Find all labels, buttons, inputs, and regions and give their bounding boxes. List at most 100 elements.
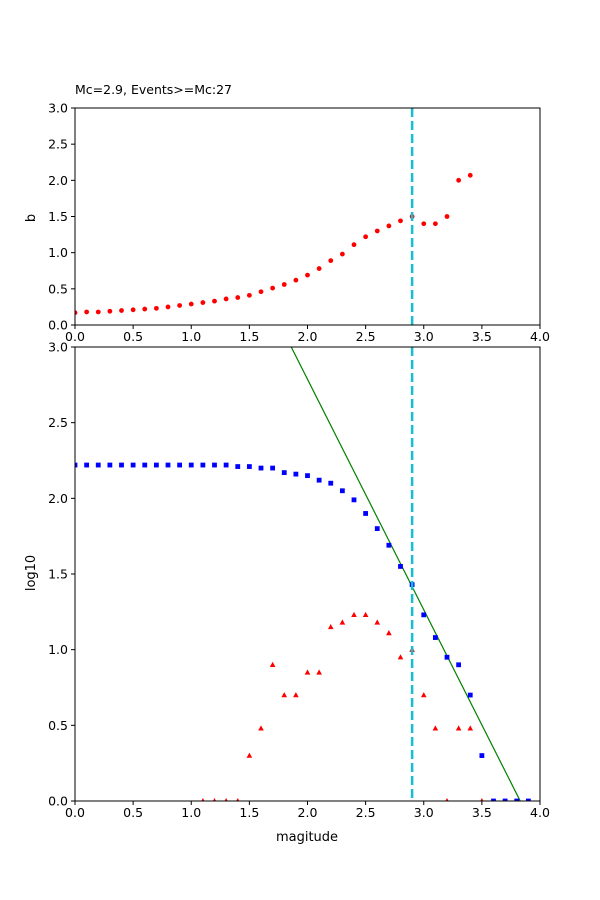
top-y-tick-label: 1.0 — [48, 245, 68, 260]
bottom-triangle-point — [374, 619, 381, 625]
bottom-triangle-point — [397, 654, 404, 660]
bottom-y-tick-label: 0.5 — [48, 718, 68, 733]
bottom-square-point — [421, 612, 427, 618]
top-point — [165, 304, 171, 310]
top-x-tick-label: 3.0 — [414, 329, 434, 344]
bottom-y-tick-label: 0.0 — [48, 794, 68, 809]
top-point — [258, 289, 264, 295]
bottom-triangle-point — [293, 692, 299, 698]
bottom-x-axis-label: magitude — [276, 830, 338, 845]
bottom-x-tick-label: 1.0 — [181, 805, 201, 820]
bottom-triangle-point — [316, 669, 322, 675]
top-x-tick-label: 2.0 — [298, 329, 318, 344]
bottom-triangle-point — [304, 669, 311, 675]
bottom-y-tick-label: 1.5 — [48, 567, 68, 582]
bottom-triangle-point — [327, 623, 334, 630]
top-point — [339, 251, 345, 257]
top-point — [107, 308, 113, 314]
bottom-triangle-point — [455, 725, 462, 731]
bottom-triangle-point — [224, 798, 228, 801]
bottom-triangle-point — [212, 798, 217, 801]
top-point — [75, 310, 78, 316]
top-point — [95, 309, 101, 315]
top-y-tick-label: 3.0 — [48, 101, 68, 116]
bottom-triangle-point — [258, 725, 264, 731]
top-point — [223, 296, 229, 302]
log10-panel: 0.0 0.5 1.0 1.5 2.0 2.5 3.0 3.5 4.0 0.0 0.5 1.0 1.5 2… — [24, 340, 550, 846]
bottom-triangle-point — [339, 619, 346, 625]
top-point — [177, 303, 183, 308]
top-plot-area: 0.0 0.5 1.0 1.5 2.0 2.5 3.0 3.5 4.0 0.0 0.5 1.0 1.5 2… — [48, 101, 550, 345]
top-point — [281, 282, 287, 287]
bottom-triangle-point — [246, 752, 253, 758]
bottom-triangle-point — [362, 611, 369, 618]
bottom-x-tick-label: 2.0 — [298, 805, 318, 820]
bottom-square-point — [95, 462, 101, 468]
bottom-square-point — [246, 464, 252, 469]
bottom-x-tick-label: 0.5 — [123, 805, 143, 820]
bottom-square-point — [316, 477, 322, 483]
bottom-square-point — [130, 462, 136, 468]
bottom-y-axis-label: log10 — [24, 555, 39, 591]
bottom-x-tick-label: 3.5 — [472, 805, 492, 820]
bottom-square-point — [351, 497, 357, 503]
bottom-square-point — [270, 465, 276, 471]
bottom-square-point — [107, 462, 113, 468]
top-point — [305, 272, 310, 278]
top-point — [398, 218, 403, 224]
top-point — [246, 292, 252, 298]
bottom-x-tick-label: 3.0 — [414, 805, 434, 820]
top-point — [200, 300, 206, 305]
bottom-square-point — [386, 542, 392, 548]
top-x-tick-label: 0.0 — [65, 329, 85, 344]
top-point — [119, 308, 124, 313]
top-point — [444, 214, 450, 219]
bottom-square-point — [328, 480, 334, 486]
bottom-square-point — [119, 462, 124, 468]
bottom-data-marks — [75, 347, 531, 801]
bottom-square-point — [281, 470, 287, 476]
bottom-x-tick-label: 1.5 — [239, 805, 259, 820]
top-x-tick-label: 0.5 — [123, 329, 143, 344]
bottom-y-tick-label: 2.5 — [48, 415, 68, 430]
bottom-y-tick-label: 1.0 — [48, 642, 68, 657]
bottom-y-tick-label: 2.0 — [48, 491, 68, 506]
bottom-triangle-point — [201, 798, 205, 801]
bottom-square-point — [142, 462, 148, 468]
top-point — [421, 221, 427, 227]
top-point — [130, 307, 136, 313]
top-point — [363, 234, 369, 240]
bottom-square-point — [444, 654, 450, 660]
top-y-tick-label: 0.5 — [48, 281, 68, 296]
bottom-square-point — [374, 526, 380, 531]
top-y-tick-label: 0.0 — [48, 318, 68, 333]
top-x-tick-label: 1.5 — [239, 329, 259, 344]
top-point — [328, 258, 334, 264]
bottom-square-point — [84, 462, 90, 468]
top-chart-title: Mc=2.9, Events>=Mc:27 — [75, 82, 232, 97]
top-y-tick-label: 1.5 — [48, 209, 68, 224]
bottom-square-point — [200, 462, 206, 468]
bottom-square-point — [456, 662, 462, 668]
top-point — [432, 221, 438, 227]
bottom-plot-area: 0.0 0.5 1.0 1.5 2.0 2.5 3.0 3.5 4.0 0.0 0.5 1.0 1.5 2… — [48, 340, 550, 821]
bottom-square-point — [525, 798, 531, 801]
bottom-square-point — [305, 473, 310, 479]
bottom-triangle-point — [236, 798, 240, 801]
bottom-triangle-point — [386, 630, 392, 636]
bottom-triangle-point — [351, 611, 357, 618]
bottom-y-tick-label: 3.0 — [48, 340, 68, 355]
bottom-square-point — [479, 753, 485, 758]
top-point — [386, 223, 392, 229]
top-point — [293, 277, 299, 283]
bottom-square-point — [188, 462, 194, 468]
bottom-square-point — [363, 511, 369, 516]
top-point — [374, 228, 380, 234]
top-point — [142, 306, 148, 312]
bottom-square-point — [339, 488, 345, 494]
bottom-square-point — [212, 462, 217, 468]
bottom-square-point — [153, 462, 159, 468]
top-point — [212, 298, 217, 304]
bottom-fit-line — [290, 347, 521, 801]
